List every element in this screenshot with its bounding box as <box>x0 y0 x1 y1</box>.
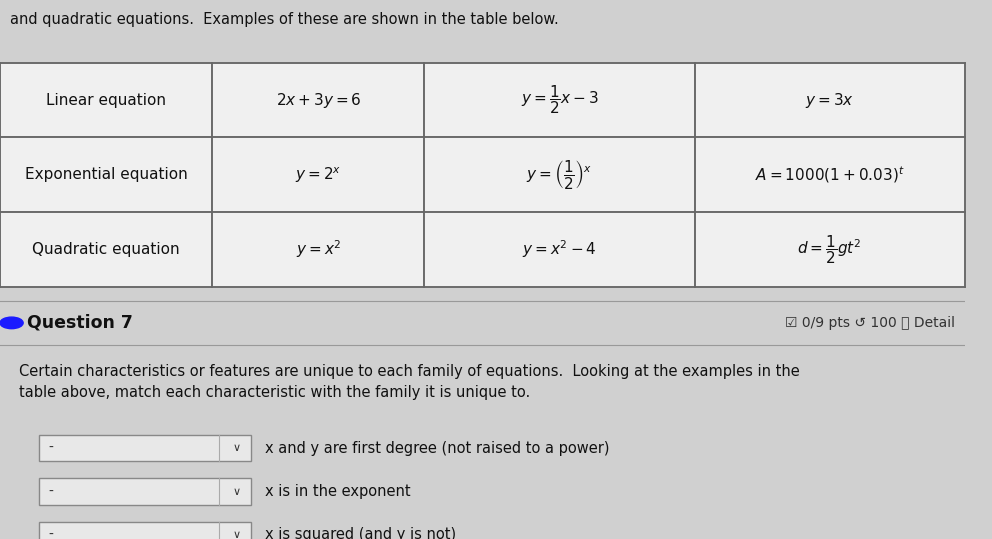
FancyBboxPatch shape <box>212 63 425 137</box>
FancyBboxPatch shape <box>694 137 964 212</box>
Text: ∨: ∨ <box>232 530 240 539</box>
Text: Quadratic equation: Quadratic equation <box>33 242 180 257</box>
Text: x and y are first degree (not raised to a power): x and y are first degree (not raised to … <box>265 441 610 455</box>
FancyBboxPatch shape <box>0 63 212 137</box>
Text: $y = 3x$: $y = 3x$ <box>806 91 854 109</box>
Text: $y = \dfrac{1}{2}x - 3$: $y = \dfrac{1}{2}x - 3$ <box>521 84 598 116</box>
Text: $A = 1000(1 + 0.03)^t$: $A = 1000(1 + 0.03)^t$ <box>755 164 905 185</box>
FancyBboxPatch shape <box>39 522 251 539</box>
FancyBboxPatch shape <box>425 137 694 212</box>
Text: ∨: ∨ <box>232 487 240 496</box>
Text: -: - <box>49 528 54 539</box>
FancyBboxPatch shape <box>425 63 694 137</box>
Text: and quadratic equations.  Examples of these are shown in the table below.: and quadratic equations. Examples of the… <box>10 12 558 27</box>
FancyBboxPatch shape <box>0 137 212 212</box>
Text: $d = \dfrac{1}{2}gt^2$: $d = \dfrac{1}{2}gt^2$ <box>798 233 862 266</box>
FancyBboxPatch shape <box>212 137 425 212</box>
Text: x is in the exponent: x is in the exponent <box>265 484 411 499</box>
Text: ☑ 0/9 pts ↺ 100 ⓘ Detail: ☑ 0/9 pts ↺ 100 ⓘ Detail <box>785 316 955 330</box>
Text: $y = x^2$: $y = x^2$ <box>296 239 341 260</box>
FancyBboxPatch shape <box>425 212 694 287</box>
Text: -: - <box>49 485 54 499</box>
FancyBboxPatch shape <box>39 478 251 505</box>
Text: Exponential equation: Exponential equation <box>25 167 187 182</box>
FancyBboxPatch shape <box>212 212 425 287</box>
Text: x is squared (and y is not): x is squared (and y is not) <box>265 528 456 539</box>
Text: Certain characteristics or features are unique to each family of equations.  Loo: Certain characteristics or features are … <box>19 364 800 400</box>
Text: $y = 2^x$: $y = 2^x$ <box>296 165 341 184</box>
Text: Question 7: Question 7 <box>27 314 133 332</box>
Circle shape <box>0 317 23 329</box>
FancyBboxPatch shape <box>694 212 964 287</box>
Text: $y = x^2 - 4$: $y = x^2 - 4$ <box>522 239 597 260</box>
FancyBboxPatch shape <box>39 435 251 461</box>
FancyBboxPatch shape <box>694 63 964 137</box>
Text: Linear equation: Linear equation <box>46 93 166 107</box>
Text: $y = \left(\dfrac{1}{2}\right)^x$: $y = \left(\dfrac{1}{2}\right)^x$ <box>527 158 592 191</box>
Text: $2x + 3y = 6$: $2x + 3y = 6$ <box>276 91 361 109</box>
FancyBboxPatch shape <box>0 212 212 287</box>
Text: ∨: ∨ <box>232 443 240 453</box>
Text: -: - <box>49 441 54 455</box>
